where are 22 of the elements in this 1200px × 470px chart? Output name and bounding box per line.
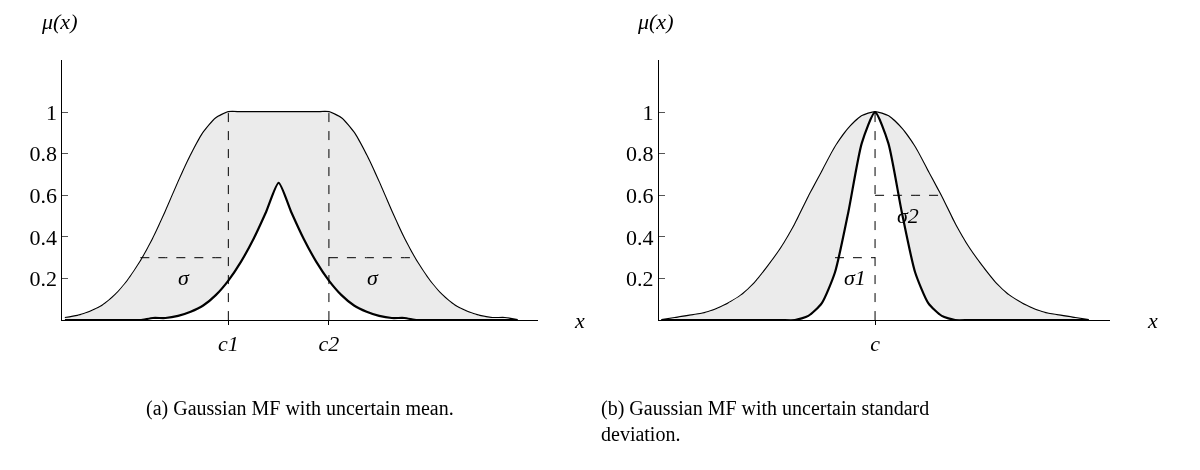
x-tick-label: c2 bbox=[318, 331, 340, 357]
y-tick-label: 1 bbox=[642, 99, 654, 125]
x-axis-title: x bbox=[574, 308, 585, 333]
x-tick-label: c1 bbox=[217, 331, 239, 357]
text: (b) Gaussian MF with uncertain standard deviation. bbox=[601, 397, 930, 445]
y-tick-label: 0.6 bbox=[29, 183, 57, 209]
y-axis-title: μ(x) bbox=[637, 9, 674, 34]
series-label: σ bbox=[178, 265, 190, 290]
series-label: σ bbox=[367, 265, 379, 290]
x-axis-title: x bbox=[1147, 308, 1158, 333]
y-tick-label: 0.2 bbox=[29, 266, 57, 292]
y-tick-label: 1 bbox=[46, 99, 57, 125]
x-tick-label: c bbox=[870, 331, 881, 357]
series-label: σ1 bbox=[844, 265, 866, 290]
y-tick-label: 0.8 bbox=[29, 141, 57, 167]
y-tick-label: 0.8 bbox=[625, 141, 654, 167]
y-tick-label: 0.4 bbox=[625, 224, 654, 250]
y-tick-label: 0.6 bbox=[625, 183, 654, 209]
y-tick-label: 0.2 bbox=[625, 266, 654, 292]
text: (a) Gaussian MF with uncertain mean. bbox=[146, 397, 454, 420]
y-axis-title: μ(x) bbox=[41, 9, 78, 34]
y-tick-label: 0.4 bbox=[29, 224, 57, 250]
